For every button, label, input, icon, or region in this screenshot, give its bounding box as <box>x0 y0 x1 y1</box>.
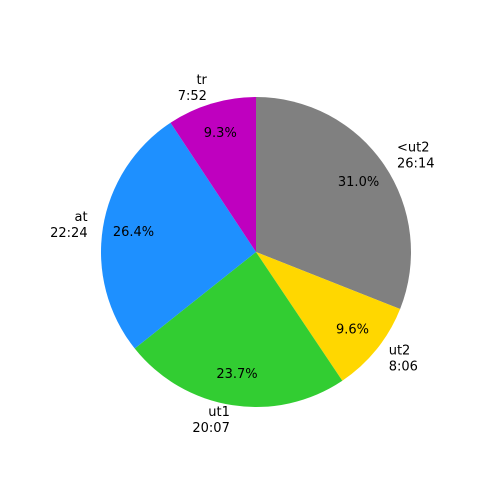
category-label: ut2 <box>389 344 411 359</box>
time-label: 8:06 <box>389 360 418 375</box>
time-label: 20:07 <box>192 421 229 436</box>
percent-label: 31.0% <box>338 175 379 190</box>
pie-slice <box>134 252 343 407</box>
pie-slice <box>256 252 401 381</box>
percent-label: 26.4% <box>113 225 154 240</box>
percent-label: 9.6% <box>336 322 369 337</box>
category-label: ut1 <box>208 405 230 420</box>
percent-label: 23.7% <box>216 367 257 382</box>
time-label: 26:14 <box>397 157 434 172</box>
percent-label: 9.3% <box>204 126 237 141</box>
time-label: 22:24 <box>50 226 87 241</box>
category-label: tr <box>196 73 207 88</box>
time-label: 7:52 <box>178 89 207 104</box>
category-label: <ut2 <box>397 141 430 156</box>
pie-slice <box>100 122 257 349</box>
pie-slice <box>170 97 256 252</box>
category-label: at <box>75 210 88 225</box>
pie-slice <box>256 97 412 310</box>
